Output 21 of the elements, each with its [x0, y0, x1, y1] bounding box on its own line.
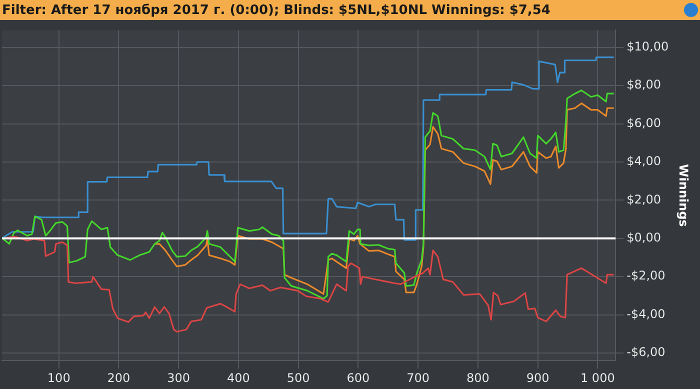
x-tick-label: 900: [526, 370, 550, 385]
y-tick-label: $4,00: [626, 154, 661, 168]
y-tick-label: $6,00: [626, 116, 661, 130]
chart-title: Filter: After 17 ноября 2017 г. (0:00); Blinds: $5NL,$10NL Winnings: $7,54: [2, 2, 550, 18]
y-tick-label: $2,00: [626, 192, 661, 206]
x-tick-label: 500: [286, 370, 310, 385]
x-tick-label: 200: [107, 370, 130, 385]
y-tick-label: $0,00: [626, 230, 661, 244]
y-tick-label: -$6,00: [626, 345, 666, 360]
x-tick-label: 1 000: [580, 370, 615, 385]
x-tick-label: 300: [167, 370, 190, 385]
y-tick-label: -$4,00: [626, 306, 666, 321]
y-tick-label: $10,00: [626, 40, 669, 54]
x-tick-label: 700: [406, 370, 430, 385]
x-tick-label: 800: [466, 370, 490, 385]
y-axis-title: Winnings: [676, 164, 691, 227]
x-tick-label: 100: [47, 370, 70, 385]
y-tick-label: $8,00: [626, 78, 661, 92]
y-tick-label: -$2,00: [626, 268, 666, 283]
x-tick-label: 400: [227, 370, 250, 385]
x-tick-label: 600: [346, 370, 370, 385]
